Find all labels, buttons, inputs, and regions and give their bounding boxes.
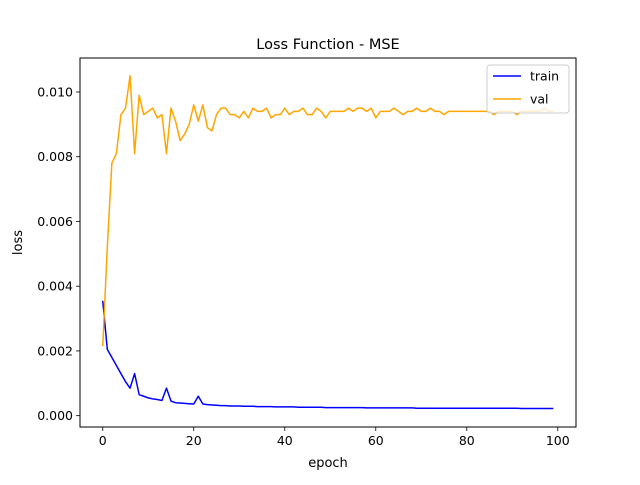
y-tick-label: 0.010 xyxy=(37,84,73,99)
x-tick-label: 40 xyxy=(277,433,293,448)
y-tick-label: 0.006 xyxy=(37,214,73,229)
y-tick-label: 0.008 xyxy=(37,149,73,164)
x-tick-label: 60 xyxy=(368,433,384,448)
x-tick-label: 80 xyxy=(459,433,475,448)
y-tick-label: 0.004 xyxy=(37,279,73,294)
plot-frame xyxy=(79,57,577,428)
x-axis: 0 20 40 60 80 100 xyxy=(99,427,570,448)
y-axis: 0.000 0.002 0.004 0.006 0.008 0.010 xyxy=(37,84,80,423)
y-tick-label: 0.002 xyxy=(37,343,73,358)
x-tick-label: 100 xyxy=(546,433,570,448)
x-axis-label: epoch xyxy=(308,456,348,471)
y-axis-label: loss xyxy=(11,230,26,255)
series-layer xyxy=(102,75,554,410)
legend: train val xyxy=(486,64,570,114)
chart-title: Loss Function - MSE xyxy=(256,37,399,53)
x-tick-label: 20 xyxy=(186,433,202,448)
x-tick-label: 0 xyxy=(99,433,107,448)
legend-label-train: train xyxy=(530,69,559,84)
y-tick-label: 0.000 xyxy=(37,408,73,423)
series-line-train xyxy=(102,300,554,410)
series-line-val xyxy=(102,75,554,347)
legend-box xyxy=(486,64,570,114)
legend-label-val: val xyxy=(530,92,549,107)
